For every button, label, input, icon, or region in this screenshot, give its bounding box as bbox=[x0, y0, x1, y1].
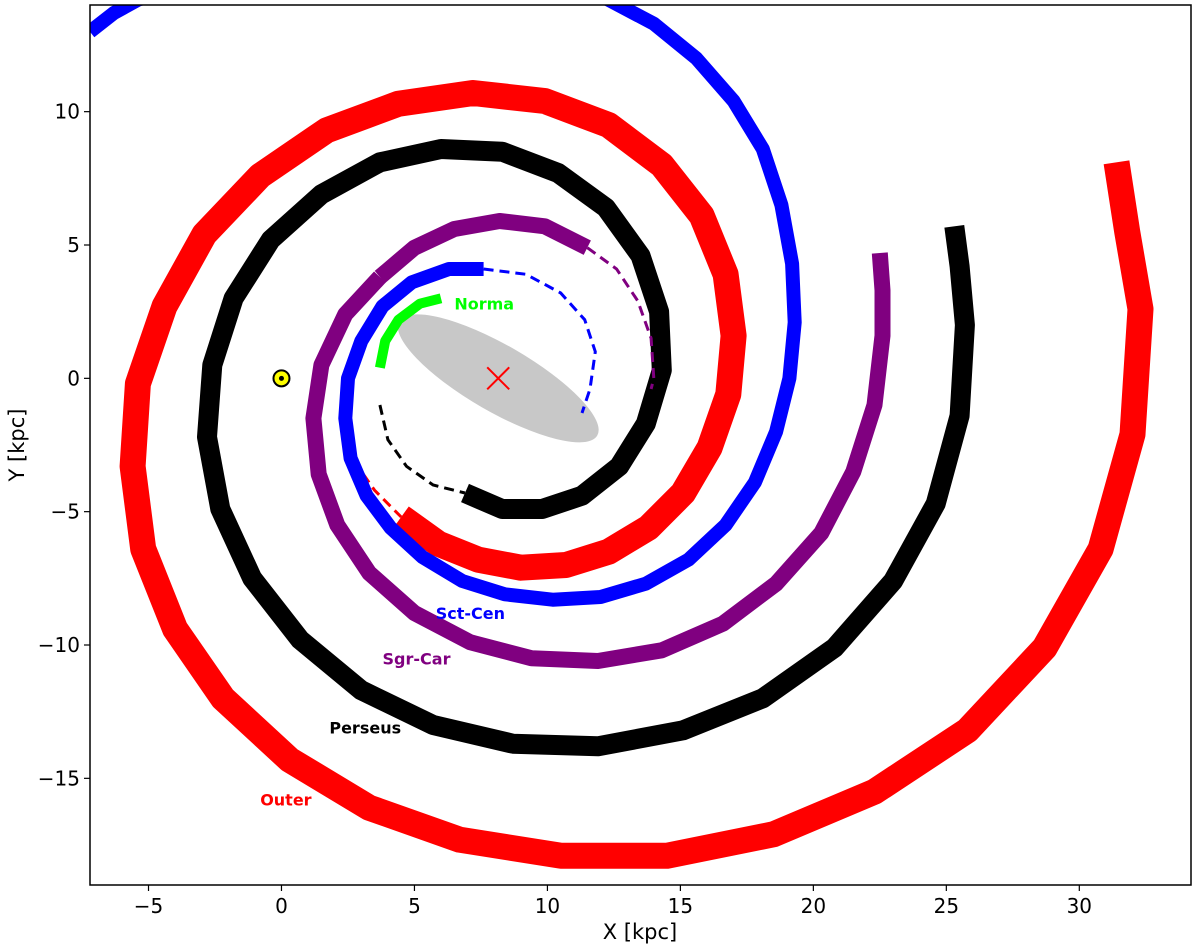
outer-arm-solid bbox=[119, 80, 1154, 869]
y-tick-label: −5 bbox=[51, 500, 80, 524]
perseus-arm-dashed bbox=[378, 404, 466, 495]
sct-cen-arm-dashed bbox=[483, 267, 597, 414]
x-axis-label: X [kpc] bbox=[603, 920, 677, 944]
x-tick-label: 10 bbox=[535, 894, 560, 918]
sun-dot bbox=[278, 375, 284, 381]
galactic-center-marker bbox=[486, 366, 510, 391]
norma-arm-solid bbox=[374, 293, 443, 369]
plot-area: Outer Perseus Sgr-Car Sct-Cen Norma bbox=[90, 5, 1154, 869]
gc-cross-line bbox=[486, 366, 510, 391]
sgr-car-label: Sgr-Car bbox=[383, 649, 451, 668]
x-tick-label: 15 bbox=[668, 894, 693, 918]
y-axis-label: Y [kpc] bbox=[5, 409, 29, 483]
x-tick-label: 25 bbox=[934, 894, 959, 918]
sct-cen-arm-solid bbox=[90, 5, 145, 38]
perseus-label: Perseus bbox=[329, 719, 401, 738]
sun-marker bbox=[272, 369, 291, 388]
x-axis-ticks: −5 0 5 10 15 20 25 30 bbox=[134, 885, 1092, 918]
outer-label: Outer bbox=[260, 791, 311, 810]
x-tick-label: −5 bbox=[134, 894, 163, 918]
x-tick-label: 0 bbox=[275, 894, 288, 918]
sgr-car-arm-solid bbox=[305, 252, 891, 669]
perseus-arm-solid bbox=[197, 139, 975, 757]
x-tick-label: 30 bbox=[1067, 894, 1092, 918]
plot-frame bbox=[89, 4, 1192, 886]
arm-labels: Outer Perseus Sgr-Car Sct-Cen Norma bbox=[260, 295, 514, 810]
sct-cen-arm-solid bbox=[338, 5, 802, 607]
x-tick-label: 5 bbox=[408, 894, 421, 918]
x-tick-label: 20 bbox=[801, 894, 826, 918]
sgr-car-arm-solid bbox=[374, 213, 591, 284]
y-tick-label: −10 bbox=[38, 633, 80, 657]
spiral-arms bbox=[90, 5, 1154, 869]
y-tick-label: 0 bbox=[67, 366, 80, 390]
y-tick-label: 10 bbox=[55, 100, 80, 124]
y-tick-label: 5 bbox=[67, 233, 80, 257]
norma-label: Norma bbox=[454, 295, 514, 314]
y-tick-label: −15 bbox=[38, 766, 80, 790]
sct-cen-label: Sct-Cen bbox=[436, 604, 505, 623]
y-axis-ticks: 10 5 0 −5 −10 −15 bbox=[38, 100, 90, 790]
